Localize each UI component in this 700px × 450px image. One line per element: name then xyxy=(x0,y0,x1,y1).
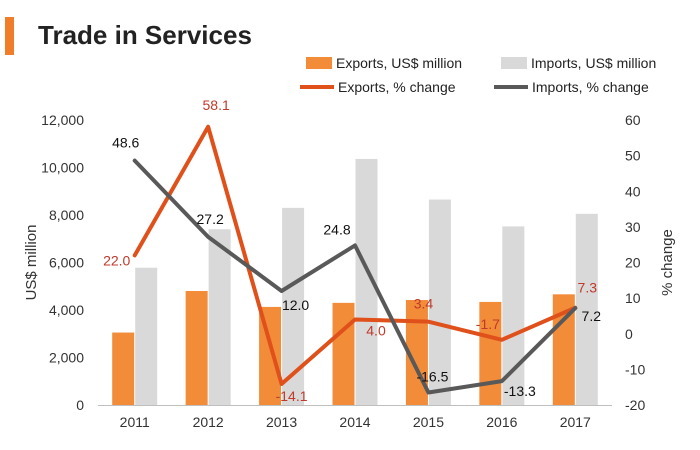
x-tick-label-2011: 2011 xyxy=(120,414,150,430)
imports-change-label-2014: 24.8 xyxy=(323,221,350,237)
x-tick-label-2013: 2013 xyxy=(266,414,297,430)
bars xyxy=(112,158,598,405)
exports-bar-2012 xyxy=(185,291,208,405)
page-title: Trade in Services xyxy=(38,20,252,50)
imports-change-label-2013: 12.0 xyxy=(282,297,309,313)
x-tick-label-2014: 2014 xyxy=(339,414,370,430)
y2-tick-label: -20 xyxy=(625,397,645,413)
y-tick-label: 2,000 xyxy=(49,350,84,366)
imports-bar-2015 xyxy=(428,199,451,405)
legend-label-1: Imports, US$ million xyxy=(531,55,656,71)
y-tick-label: 0 xyxy=(76,397,84,413)
exports-change-line xyxy=(132,124,578,386)
y2-tick-label: -10 xyxy=(625,361,645,377)
y-tick-label: 12,000 xyxy=(41,112,84,128)
legend-label-0: Exports, US$ million xyxy=(336,55,462,71)
y2-axis-ticks: -20 -10 0 10 20 30 40 50 60 xyxy=(625,112,645,413)
imports-bar-2016 xyxy=(502,226,525,405)
y2-tick-label: 40 xyxy=(625,183,641,199)
imports-change-label-2011: 48.6 xyxy=(112,135,139,151)
exports-bar-2017 xyxy=(552,294,575,405)
imports-change-label-2012: 27.2 xyxy=(197,211,224,227)
exports-bar-2011 xyxy=(112,332,135,405)
lines xyxy=(132,124,578,395)
exports-change-label-2014: 4.0 xyxy=(366,323,386,339)
data-labels: 22.0 58.1 -14.1 4.0 3.4 -1.7 7.3 48.6 27.2 12.0 24… xyxy=(103,97,601,404)
y2-tick-label: 30 xyxy=(625,219,641,235)
y-axis-ticks: 0 2,000 4,000 6,000 8,000 10,000 12,000 xyxy=(41,112,84,413)
exports-bar-2014 xyxy=(332,302,355,405)
exports-change-label-2016: -1.7 xyxy=(476,316,500,332)
x-axis-ticks: 2011 2012 2013 2014 2015 2016 2017 xyxy=(120,414,591,430)
imports-bar-2013 xyxy=(282,207,305,405)
y2-axis-label: % change xyxy=(659,229,676,296)
legend: Exports, US$ million Imports, US$ million… xyxy=(300,55,656,95)
imports-change-label-2015: -16.5 xyxy=(416,369,448,385)
imports-change-label-2017: 7.2 xyxy=(582,308,602,324)
y-tick-label: 8,000 xyxy=(49,207,84,223)
y-tick-label: 10,000 xyxy=(41,160,84,176)
exports-change-label-2013: -14.1 xyxy=(276,388,308,404)
legend-swatch-0 xyxy=(306,57,332,69)
legend-label-3: Imports, % change xyxy=(532,79,649,95)
y-tick-label: 6,000 xyxy=(49,255,84,271)
x-tick-label-2012: 2012 xyxy=(193,414,224,430)
legend-label-2: Exports, % change xyxy=(338,79,456,95)
y2-tick-label: 60 xyxy=(625,112,641,128)
x-tick-label-2015: 2015 xyxy=(413,414,444,430)
imports-change-label-2016: -13.3 xyxy=(504,383,536,399)
y2-tick-label: 20 xyxy=(625,255,641,271)
exports-bar-2016 xyxy=(479,301,502,405)
y2-tick-label: 0 xyxy=(625,326,633,342)
exports-change-label-2017: 7.3 xyxy=(578,280,598,296)
exports-change-label-2012: 58.1 xyxy=(203,97,230,113)
imports-change-line xyxy=(132,158,578,395)
x-tick-label-2017: 2017 xyxy=(560,414,591,430)
imports-bar-2011 xyxy=(135,267,158,405)
title-accent-bar xyxy=(5,17,14,55)
legend-swatch-1 xyxy=(501,57,527,69)
y2-tick-label: 50 xyxy=(625,148,641,164)
exports-change-label-2011: 22.0 xyxy=(103,252,130,268)
imports-bar-2017 xyxy=(575,213,598,405)
y-axis-label: US$ million xyxy=(23,225,40,301)
imports-bar-2014 xyxy=(355,158,378,405)
imports-bar-2012 xyxy=(208,229,231,405)
y2-tick-label: 10 xyxy=(625,290,641,306)
x-tick-label-2016: 2016 xyxy=(486,414,517,430)
y-tick-label: 4,000 xyxy=(49,302,84,318)
exports-change-label-2015: 3.4 xyxy=(414,296,434,312)
